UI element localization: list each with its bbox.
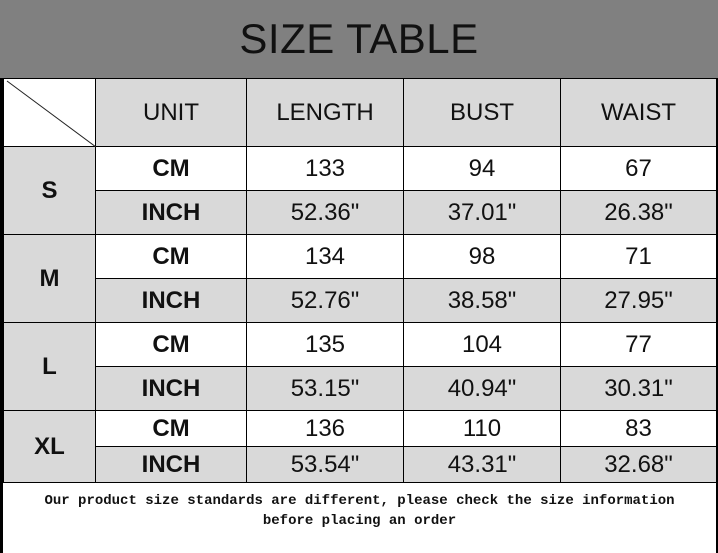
table-row: XL CM 136 110 83 bbox=[3, 410, 717, 483]
waist-cell: 27.95" bbox=[560, 278, 717, 323]
length-cell: 135 bbox=[246, 322, 404, 367]
size-table: UNIT LENGTH BUST WAIST S CM 133 94 67 INCH 52.… bbox=[3, 78, 717, 483]
waist-cell: 71 bbox=[560, 234, 717, 279]
corner-cell bbox=[3, 78, 96, 147]
bust-cell: 43.31" bbox=[403, 446, 561, 483]
header-waist: WAIST bbox=[560, 78, 717, 147]
unit-cell: INCH bbox=[95, 366, 247, 411]
header-unit: UNIT bbox=[95, 78, 247, 147]
size-label: XL bbox=[3, 410, 96, 483]
length-cell: 133 bbox=[246, 146, 404, 191]
unit-cell: INCH bbox=[95, 190, 247, 235]
waist-cell: 32.68" bbox=[560, 446, 717, 483]
size-label: L bbox=[3, 322, 96, 411]
bust-cell: 98 bbox=[403, 234, 561, 279]
waist-cell: 83 bbox=[560, 410, 717, 447]
diagonal-line-icon bbox=[6, 80, 96, 147]
header-length: LENGTH bbox=[246, 78, 404, 147]
size-label: M bbox=[3, 234, 96, 323]
length-cell: 52.36" bbox=[246, 190, 404, 235]
unit-cell: CM bbox=[95, 322, 247, 367]
table-row: INCH 52.76" 38.58" 27.95" bbox=[4, 278, 717, 323]
length-cell: 134 bbox=[246, 234, 404, 279]
note-line-2: before placing an order bbox=[262, 513, 457, 529]
waist-cell: 30.31" bbox=[560, 366, 717, 411]
length-cell: 53.54" bbox=[246, 446, 404, 483]
unit-cell: CM bbox=[95, 410, 247, 447]
header-row: UNIT LENGTH BUST WAIST bbox=[3, 78, 717, 147]
size-note: Our product size standards are different… bbox=[3, 484, 716, 531]
unit-cell: CM bbox=[95, 234, 247, 279]
table-row: INCH 52.36" 37.01" 26.38" bbox=[4, 190, 717, 235]
length-cell: 136 bbox=[246, 410, 404, 447]
bust-cell: 37.01" bbox=[403, 190, 561, 235]
table-row: S CM 133 94 67 bbox=[3, 146, 717, 235]
bust-cell: 110 bbox=[403, 410, 561, 447]
bust-cell: 104 bbox=[403, 322, 561, 367]
page-title: SIZE TABLE bbox=[0, 0, 718, 78]
unit-cell: CM bbox=[95, 146, 247, 191]
waist-cell: 67 bbox=[560, 146, 717, 191]
length-cell: 53.15" bbox=[246, 366, 404, 411]
length-cell: 52.76" bbox=[246, 278, 404, 323]
bust-cell: 94 bbox=[403, 146, 561, 191]
table-row: L CM 135 104 77 bbox=[3, 322, 717, 411]
table-row: INCH 53.54" 43.31" 32.68" bbox=[4, 446, 717, 483]
table-row: M CM 134 98 71 bbox=[3, 234, 717, 323]
unit-cell: INCH bbox=[95, 278, 247, 323]
bust-cell: 38.58" bbox=[403, 278, 561, 323]
waist-cell: 77 bbox=[560, 322, 717, 367]
bust-cell: 40.94" bbox=[403, 366, 561, 411]
unit-cell: INCH bbox=[95, 446, 247, 483]
waist-cell: 26.38" bbox=[560, 190, 717, 235]
size-label: S bbox=[3, 146, 96, 235]
table-row: INCH 53.15" 40.94" 30.31" bbox=[4, 366, 717, 411]
note-line-1: Our product size standards are different… bbox=[44, 493, 675, 509]
header-bust: BUST bbox=[403, 78, 561, 147]
